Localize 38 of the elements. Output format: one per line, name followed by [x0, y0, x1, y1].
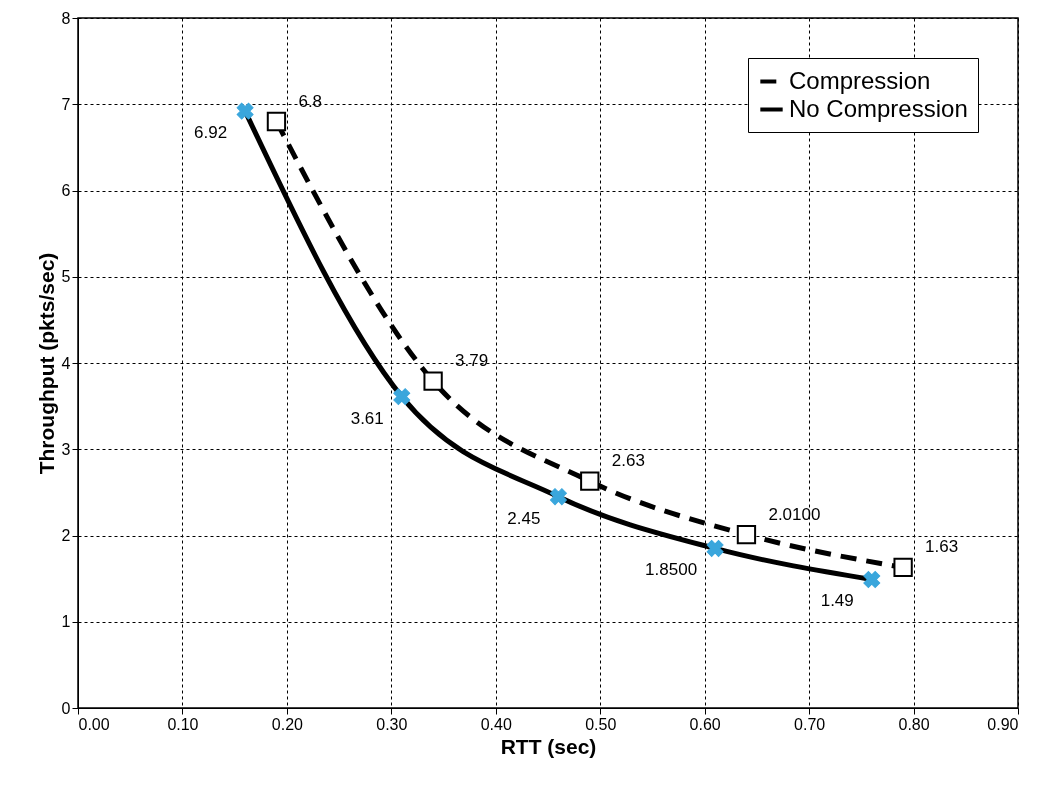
data-label: 2.45 [507, 508, 541, 528]
data-label: 1.49 [820, 591, 854, 611]
y-tick-label: 8 [61, 9, 71, 27]
data-label: 6.92 [194, 123, 228, 143]
x-tick-label: 0.40 [480, 715, 512, 733]
legend-label: No Compression [789, 94, 968, 122]
point [266, 111, 287, 132]
data-label: 2.0100 [768, 504, 821, 524]
y-tick-label: 7 [61, 95, 71, 113]
x-tick-label: 0.90 [987, 715, 1019, 733]
point [736, 524, 757, 545]
y-tick-label: 6 [61, 182, 71, 199]
y-tick-label: 0 [61, 699, 71, 717]
x-tick-label: 0.00 [78, 715, 110, 733]
x-tick-label: 0.20 [271, 715, 304, 733]
x-tick-label: 0.80 [898, 715, 930, 733]
x-axis-title: RTT (sec) [500, 734, 597, 758]
y-axis-title: Throughput (pkts/sec) [34, 252, 58, 475]
point [580, 471, 600, 491]
y-tick-label: 3 [61, 440, 71, 458]
point [423, 371, 443, 391]
x-tick-label: 0.70 [794, 715, 826, 733]
y-tick-label: 4 [61, 354, 71, 372]
y-tick-label: 5 [61, 268, 71, 286]
data-label: 3.79 [455, 351, 489, 371]
x-tick-label: 0.60 [689, 715, 721, 733]
data-label: 6.8 [298, 91, 323, 111]
x-tick-label: 0.10 [167, 715, 199, 733]
data-label: 1.63 [925, 537, 959, 557]
legend-label: Compression [789, 66, 931, 94]
y-tick-label: 1 [61, 613, 71, 631]
x-tick-label: 0.30 [376, 715, 408, 733]
x-tick-label: 0.50 [585, 715, 617, 733]
point [893, 557, 913, 578]
data-label: 1.8500 [645, 560, 698, 580]
y-tick-label: 2 [61, 527, 71, 544]
data-label: 2.63 [611, 451, 645, 471]
data-label: 3.61 [350, 408, 384, 428]
